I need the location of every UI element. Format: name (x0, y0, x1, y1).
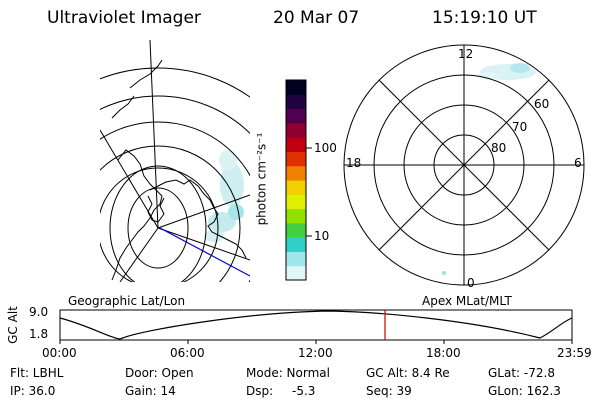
colorbar-segment (286, 222, 306, 238)
left-panel-caption: Geographic Lat/Lon (68, 294, 186, 308)
colorbar-tick-100: 100 (314, 141, 337, 155)
altitude-frame (59, 309, 573, 341)
colorbar-segment (286, 151, 306, 167)
aurora-emission-right (442, 63, 536, 275)
mlt-label-12: 12 (458, 47, 474, 61)
x-label-0000: 00:00 (42, 346, 77, 360)
mlt-label-18: 18 (346, 156, 362, 170)
colorbar-segment (286, 165, 306, 181)
colorbar-segment (286, 265, 306, 281)
info-door: Door: Open (125, 366, 194, 380)
polar-diagonal (378, 79, 550, 251)
x-label-1800: 18:00 (426, 346, 461, 360)
info-gain: Gain: 14 (125, 384, 176, 398)
coastline (129, 59, 163, 89)
colorbar-segment (286, 137, 306, 152)
colorbar-segment (286, 108, 306, 124)
colorbar-segment (286, 194, 306, 210)
info-gc-alt: GC Alt: 8.4 Re (366, 366, 450, 380)
right-panel-caption: Apex MLat/MLT (422, 294, 512, 308)
coastline (111, 149, 163, 281)
colorbar-segment (286, 122, 306, 138)
info-seq: Seq: 39 (366, 384, 412, 398)
instrument-title: Ultraviolet Imager (47, 8, 201, 28)
x-label-1200: 12:00 (298, 346, 333, 360)
coastline (111, 95, 135, 119)
colorbar-segment (286, 208, 306, 224)
lat-circle (100, 67, 250, 98)
geographic-map (100, 40, 250, 282)
satellite-track (159, 227, 250, 277)
mlat-label-80: 80 (491, 141, 507, 155)
info-glat: GLat: -72.8 (488, 366, 555, 380)
lat-circle (100, 121, 250, 282)
mlt-label-6: 6 (574, 156, 582, 170)
altitude-strip (59, 309, 573, 344)
info-dsp-value: -5.3 (292, 384, 316, 398)
time-label: 15:19:10 UT (432, 8, 537, 28)
altitude-y-min: 1.8 (29, 327, 49, 341)
info-flt: Flt: LBHL (10, 366, 64, 380)
info-ip: IP: 36.0 (10, 384, 56, 398)
meridian (119, 227, 159, 282)
x-label-0600: 06:00 (170, 346, 205, 360)
colorbar-segment (286, 80, 306, 95)
mlt-label-0: 0 (467, 276, 475, 290)
colorbar-segment (286, 180, 306, 195)
meridian (100, 129, 159, 229)
x-label-2359: 23:59 (557, 346, 592, 360)
lat-circle (100, 95, 250, 135)
meridian (157, 194, 250, 229)
info-dsp-label: Dsp: (246, 384, 274, 398)
info-glon: GLon: 162.3 (488, 384, 561, 398)
altitude-y-max: 9.0 (29, 305, 49, 319)
mlat-label-60: 60 (534, 97, 550, 111)
altitude-curve (59, 310, 573, 340)
colorbar-segment (286, 251, 306, 267)
lat-circle (100, 167, 219, 282)
polar-plot (343, 44, 585, 286)
mlat-label-70: 70 (512, 120, 528, 134)
aurora-emission-left (204, 150, 244, 242)
date-label: 20 Mar 07 (273, 8, 360, 28)
coastline (147, 195, 165, 223)
colorbar-units: photon cm⁻²s⁻¹ (254, 132, 269, 226)
lat-circle (109, 165, 207, 282)
colorbar-tick-10: 10 (314, 229, 330, 243)
colorbar-segment (286, 94, 306, 110)
lat-circle (100, 145, 241, 282)
colorbar-segment (286, 237, 306, 252)
lat-circle (127, 187, 189, 269)
meridian (149, 40, 159, 229)
info-mode: Mode: Normal (246, 366, 330, 380)
coastline (149, 179, 247, 259)
meridian (157, 227, 250, 261)
altitude-axis-title: GC Alt (5, 306, 20, 344)
x-ticks (59, 340, 573, 344)
colorbar-frame (285, 79, 307, 281)
colorbar (286, 80, 306, 281)
